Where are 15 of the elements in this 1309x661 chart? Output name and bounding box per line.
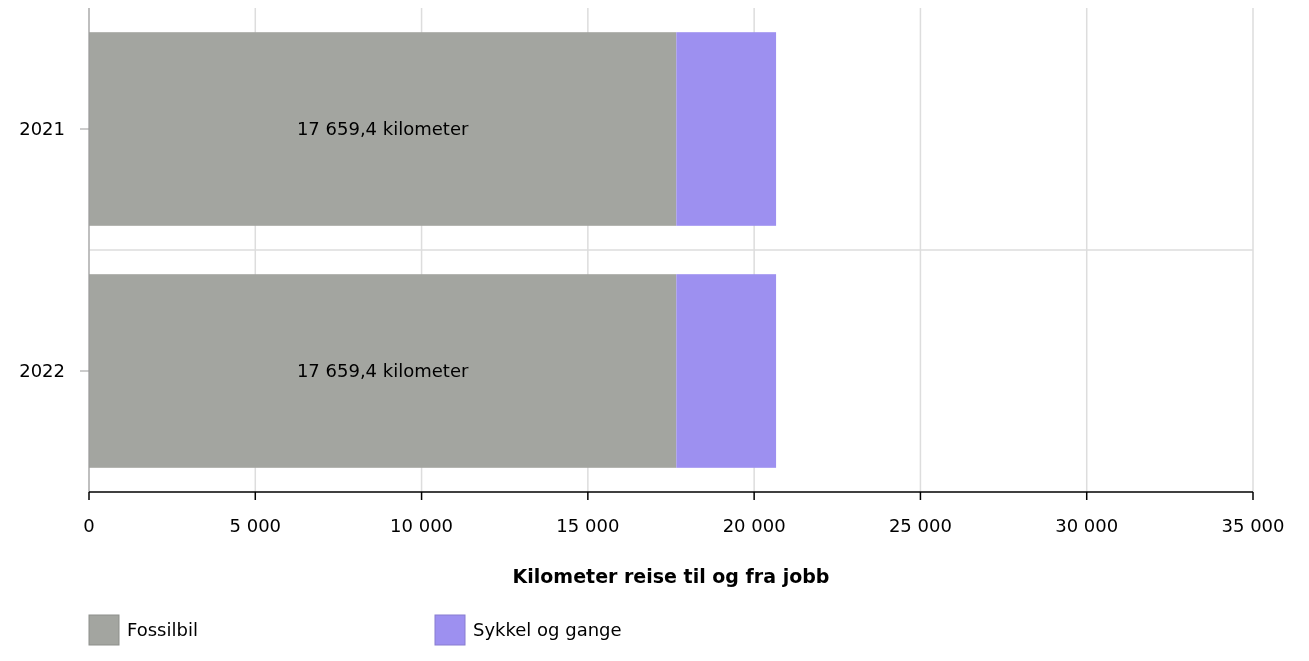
x-tick-label: 20 000 — [722, 515, 786, 536]
data-label: 17 659,4 kilometer — [296, 360, 469, 382]
x-tick-label: 25 000 — [888, 515, 952, 536]
x-tick-label: 10 000 — [390, 515, 454, 536]
x-tick-label: 5 000 — [229, 515, 282, 536]
legend-label: Sykkel og gange — [473, 619, 622, 641]
x-tick-label: 30 000 — [1055, 515, 1119, 536]
x-tick-label: 0 — [83, 515, 95, 536]
y-tick-label: 2021 — [19, 118, 65, 140]
x-axis-title: Kilometer reise til og fra jobb — [512, 565, 830, 587]
legend-label: Fossilbil — [127, 619, 198, 641]
y-tick-label: 2022 — [19, 360, 65, 382]
x-tick-label: 35 000 — [1221, 515, 1285, 536]
x-tick-label: 15 000 — [556, 515, 620, 536]
data-label: 17 659,4 kilometer — [296, 118, 469, 140]
